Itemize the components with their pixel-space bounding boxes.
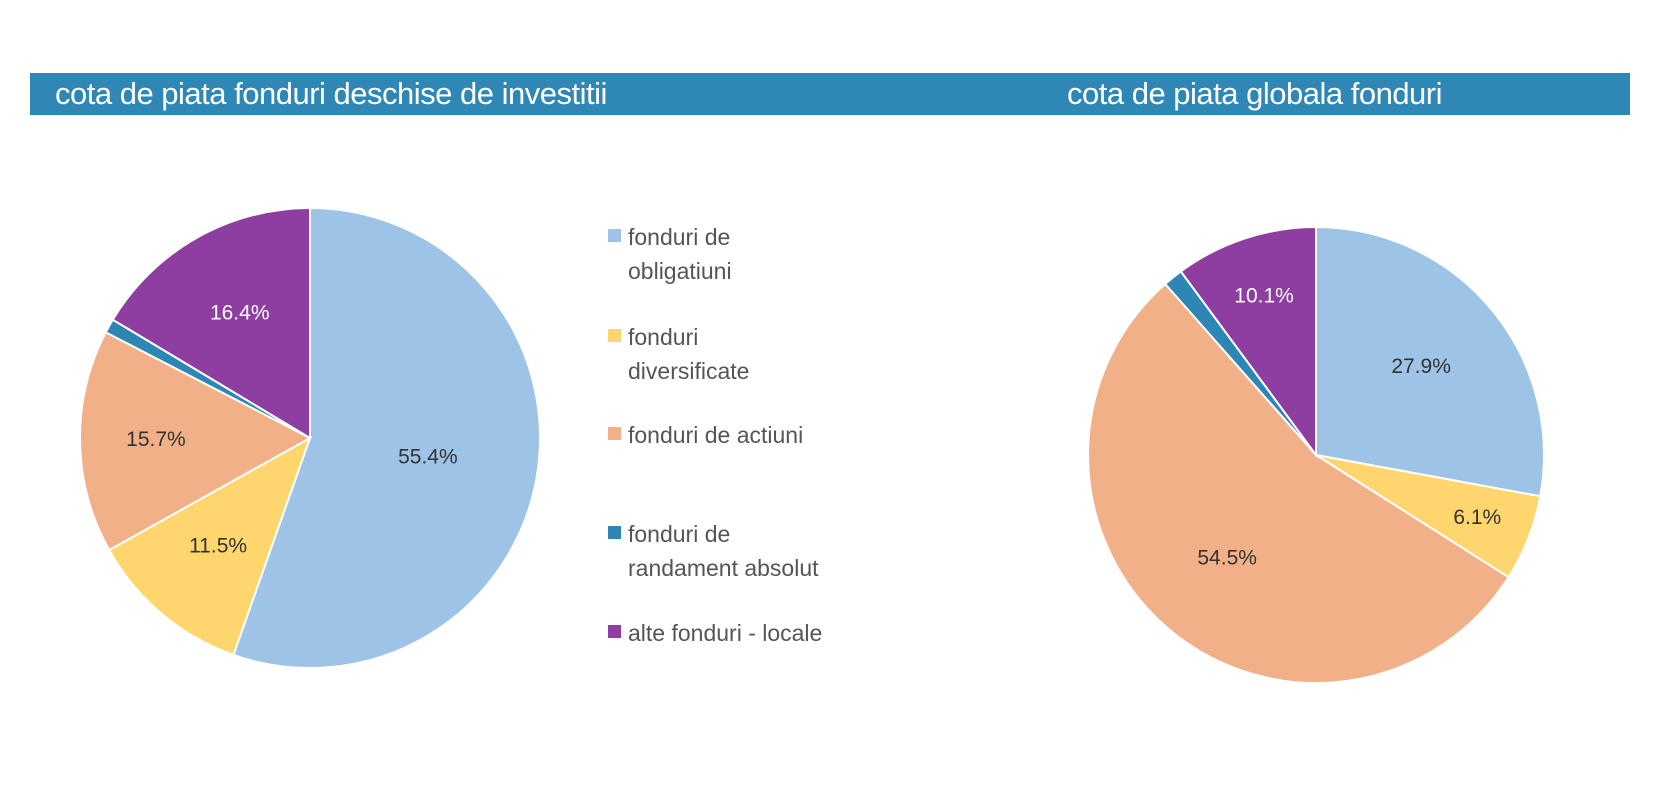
legend-label: fonduri de randament absolut bbox=[628, 521, 819, 581]
data-label-actiuni: 15.7% bbox=[126, 428, 186, 451]
data-label-diversificate: 11.5% bbox=[189, 535, 247, 558]
legend-label: fonduri de actiuni bbox=[628, 422, 804, 448]
pie-slice-obligatiuni bbox=[1315, 225, 1545, 498]
pie-slice-diversificate bbox=[107, 435, 312, 657]
right-pie-group: 27.9% 6.1% 54.5% 10.1% bbox=[1087, 225, 1545, 684]
left-chart-title: cota de piata fonduri deschise de invest… bbox=[55, 76, 607, 111]
left-pie-group: 55.4% 11.5% 15.7% 16.4% bbox=[79, 206, 541, 669]
legend-swatch bbox=[608, 229, 621, 242]
legend-swatch bbox=[608, 329, 621, 342]
data-label-actiuni: 54.5% bbox=[1197, 547, 1257, 570]
legend-label: alte fonduri - locale bbox=[628, 620, 823, 646]
right-chart-title: cota de piata globala fonduri bbox=[1067, 76, 1443, 111]
pie-slice-actiuni bbox=[1087, 282, 1510, 684]
legend-label: fonduri diversificate bbox=[628, 324, 750, 384]
data-label-alte-fonduri: 16.4% bbox=[210, 301, 270, 324]
legend-swatch bbox=[608, 625, 621, 638]
data-label-obligatiuni: 27.9% bbox=[1391, 355, 1451, 378]
header-bar: cota de piata fonduri deschise de invest… bbox=[30, 73, 1630, 115]
data-label-alte-fonduri: 10.1% bbox=[1234, 284, 1294, 307]
pie-slice-alte-fonduri bbox=[111, 206, 311, 440]
pie-slice-alte-fonduri bbox=[1179, 225, 1317, 459]
pie-slice-actiuni bbox=[79, 330, 313, 552]
data-label-diversificate: 6.1% bbox=[1453, 506, 1501, 529]
legend-swatch bbox=[608, 427, 621, 440]
data-label-obligatiuni: 55.4% bbox=[398, 446, 458, 469]
legend-label: fonduri de obligatiuni bbox=[628, 224, 732, 284]
legend-swatch bbox=[608, 526, 621, 539]
